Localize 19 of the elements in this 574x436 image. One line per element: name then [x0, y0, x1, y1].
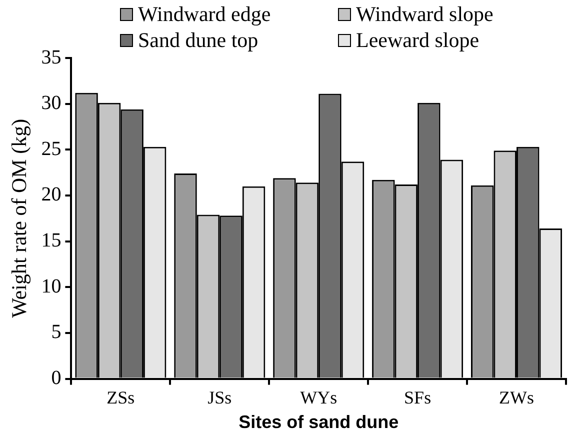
legend-label: Windward slope: [356, 2, 494, 26]
legend-label: Leeward slope: [356, 28, 480, 52]
x-axis-title: Sites of sand dune: [238, 412, 399, 432]
x-tick-label: ZWs: [499, 387, 534, 408]
y-tick-label: 30: [41, 92, 62, 114]
y-tick-label: 15: [41, 230, 62, 252]
y-tick-label: 0: [51, 367, 62, 390]
legend-label: Sand dune top: [138, 28, 258, 52]
x-tick-label: SFs: [404, 387, 432, 408]
x-tick-label: ZSs: [106, 387, 135, 408]
y-tick-label: 35: [41, 46, 62, 68]
x-tick-label: JSs: [208, 387, 232, 408]
x-tick-label: WYs: [300, 387, 338, 408]
y-tick-label: 10: [41, 275, 62, 298]
legend-label: Windward edge: [138, 2, 271, 26]
y-tick-label: 20: [41, 184, 62, 206]
y-tick-label: 25: [41, 138, 62, 160]
y-tick-label: 5: [51, 321, 62, 344]
y-axis-title: Weight rate of OM (kg): [7, 118, 32, 318]
